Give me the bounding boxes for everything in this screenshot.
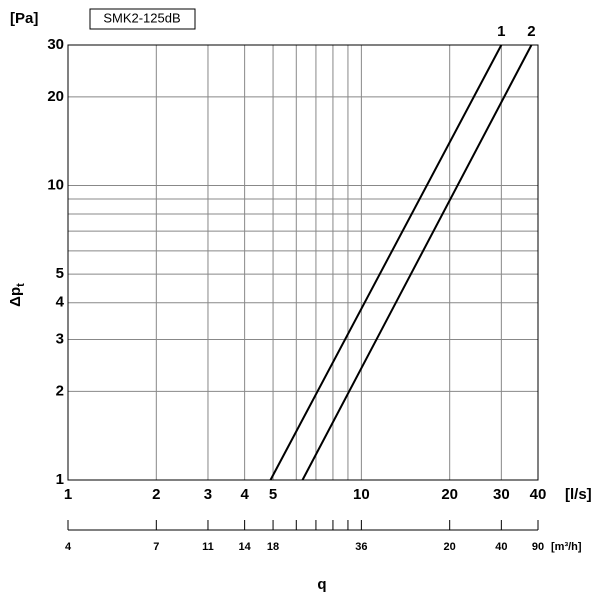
x-tick-label: 1	[64, 486, 72, 503]
x-tick-label: 2	[152, 486, 160, 503]
line	[269, 44, 503, 481]
x-tick-label: 5	[269, 486, 277, 503]
chart-title: SMK2-125dB	[103, 10, 180, 25]
x2-tick-label: 90	[532, 541, 544, 553]
x2-tick-label: 36	[355, 541, 367, 553]
y-tick-label: 10	[47, 176, 64, 193]
x-unit: [l/s]	[565, 486, 592, 503]
x-tick-label: 10	[353, 486, 370, 503]
y-tick-label: 3	[56, 330, 64, 347]
x2-tick-label: 7	[153, 541, 159, 553]
x2-tick-label: 4	[65, 541, 72, 553]
series-label: 1	[497, 23, 505, 40]
x-tick-label: 20	[441, 486, 458, 503]
x2-tick-label: 18	[267, 541, 279, 553]
y-tick-label: 5	[56, 265, 64, 282]
x-tick-label: 3	[204, 486, 212, 503]
x-tick-label: 40	[530, 486, 547, 503]
y-tick-label: 20	[47, 88, 64, 105]
x2-tick-label: 11	[202, 541, 214, 553]
x-axis-label: q	[317, 576, 326, 593]
y-tick-label: 4	[56, 294, 65, 311]
title-box	[89, 8, 196, 30]
line	[301, 44, 533, 481]
y-label-sub: t	[15, 283, 27, 287]
y-tick-label: 30	[47, 36, 64, 53]
series-label: 2	[527, 23, 535, 40]
y-axis-label: Δpt	[7, 283, 27, 307]
x-tick-label: 4	[240, 486, 249, 503]
x2-unit: [m³/h]	[551, 541, 582, 553]
x2-tick-label: 20	[444, 541, 456, 553]
y-label: Δp	[7, 287, 24, 307]
y-tick-label: 2	[56, 382, 64, 399]
y-tick-label: 1	[56, 471, 64, 488]
x-tick-label: 30	[493, 486, 510, 503]
x2-tick-label: 40	[495, 541, 507, 553]
y-unit: [Pa]	[10, 10, 38, 27]
x2-tick-label: 14	[239, 541, 252, 553]
